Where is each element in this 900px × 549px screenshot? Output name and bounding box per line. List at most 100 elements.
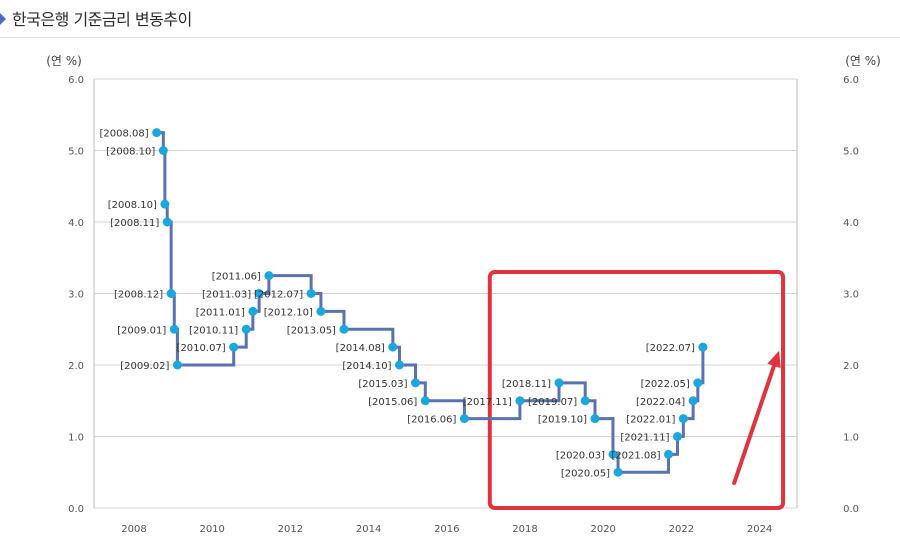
- data-point: [166, 289, 176, 298]
- data-point-label: [2015.03]: [358, 379, 407, 390]
- data-point-label: [2014.10]: [342, 361, 391, 372]
- data-point: [613, 467, 623, 477]
- data-point: [459, 414, 469, 424]
- data-points: [152, 128, 708, 477]
- y-tick-label-right: 5.0: [843, 147, 859, 158]
- data-point: [172, 360, 182, 370]
- data-point: [316, 306, 326, 316]
- data-point-label: [2010.07]: [177, 343, 226, 354]
- data-point-label: [2022.01]: [626, 415, 675, 426]
- y-tick-label-left: 0.0: [68, 504, 84, 515]
- data-point: [698, 342, 708, 352]
- grid-lines: [94, 78, 797, 509]
- data-labels: [2008.08] [2008.10] [2008.10] [2008.11] [200…: [100, 129, 695, 480]
- y-tick-label-left: 2.0: [68, 361, 84, 372]
- data-point: [515, 396, 525, 406]
- data-point-label: [2022.05]: [641, 379, 690, 390]
- y-tick-label-right: 2.0: [843, 361, 859, 372]
- y-tick-label-left: 4.0: [68, 218, 84, 229]
- axes: 0.0 0.0 1.0 1.0 2.0 2.0 3.0 3.0 4.0 4.0 5.0 5.0 6.0 6…: [46, 54, 881, 535]
- x-tick-label: 2020: [590, 524, 615, 535]
- data-point-label: [2008.10]: [108, 200, 157, 211]
- x-tick-label: 2014: [356, 524, 381, 535]
- data-point: [580, 396, 590, 406]
- data-point-label: [2019.07]: [528, 397, 577, 408]
- y-tick-label-right: 6.0: [843, 75, 859, 86]
- chart-title: 한국은행 기준금리 변동추이: [12, 10, 192, 29]
- data-point: [394, 360, 404, 370]
- data-point-label: [2009.01]: [117, 325, 166, 336]
- data-point-label: [2009.02]: [120, 361, 169, 372]
- data-point-label: [2020.05]: [561, 468, 610, 479]
- data-point-label: [2022.07]: [646, 343, 695, 354]
- x-tick-label: 2018: [512, 524, 537, 535]
- data-point-label: [2008.10]: [106, 147, 155, 158]
- data-point: [160, 199, 170, 209]
- trend-arrow-icon: [767, 350, 781, 369]
- y-unit-label-left: (연 %): [46, 54, 82, 68]
- x-tick-label: 2010: [199, 524, 224, 535]
- data-point: [608, 449, 618, 459]
- data-point: [420, 396, 430, 406]
- data-point: [169, 324, 179, 334]
- data-point: [693, 378, 703, 388]
- bullet-arrow-icon: [0, 13, 6, 25]
- data-point: [229, 342, 239, 352]
- chart-header: 한국은행 기준금리 변동추이: [0, 4, 900, 32]
- y-tick-label-left: 3.0: [68, 290, 84, 301]
- y-tick-label-right: 3.0: [843, 290, 859, 301]
- data-point-label: [2018.11]: [502, 379, 551, 390]
- highlight-layer: [487, 270, 786, 510]
- data-point-label: [2013.05]: [287, 325, 336, 336]
- data-point-label: [2021.08]: [611, 450, 660, 461]
- data-point-label: [2014.08]: [336, 343, 385, 354]
- data-point-label: [2008.12]: [114, 290, 163, 301]
- y-tick-label-left: 1.0: [68, 433, 84, 444]
- data-point-label: [2011.01]: [196, 307, 245, 318]
- data-point: [688, 396, 698, 406]
- trend-arrow-shaft: [732, 363, 777, 485]
- y-unit-label-right: (연 %): [845, 54, 881, 68]
- data-point-label: [2011.03]: [202, 290, 251, 301]
- data-point: [162, 217, 172, 227]
- data-point: [306, 289, 316, 298]
- data-point: [590, 414, 600, 424]
- data-point: [411, 378, 421, 388]
- data-point-label: [2017.11]: [463, 397, 512, 408]
- y-tick-label-right: 4.0: [843, 218, 859, 229]
- data-point: [152, 128, 162, 138]
- data-point: [663, 449, 673, 459]
- data-point-label: [2020.03]: [556, 450, 605, 461]
- data-point: [158, 146, 168, 155]
- title-divider: [0, 37, 900, 38]
- data-point: [264, 271, 274, 281]
- x-tick-label: 2012: [278, 524, 303, 535]
- y-tick-label-left: 6.0: [68, 75, 84, 86]
- data-point-label: [2012.10]: [264, 307, 313, 318]
- x-tick-label: 2022: [669, 524, 694, 535]
- data-point-label: [2022.04]: [636, 397, 685, 408]
- y-tick-label-left: 5.0: [68, 147, 84, 158]
- x-tick-label: 2008: [121, 524, 146, 535]
- data-point: [241, 324, 251, 334]
- data-point-label: [2008.11]: [110, 218, 159, 229]
- x-tick-label: 2016: [434, 524, 459, 535]
- y-tick-label-right: 1.0: [843, 433, 859, 444]
- data-point: [254, 289, 264, 298]
- data-point-label: [2008.08]: [100, 129, 149, 140]
- data-point-label: [2016.06]: [407, 415, 456, 426]
- y-tick-label-right: 0.0: [843, 504, 859, 515]
- data-point: [339, 324, 349, 334]
- data-point-label: [2019.10]: [538, 415, 587, 426]
- data-point: [554, 378, 564, 388]
- data-point: [672, 432, 682, 441]
- data-point: [678, 414, 688, 424]
- data-point-label: [2015.06]: [368, 397, 417, 408]
- data-point-label: [2010.11]: [189, 325, 238, 336]
- highlight-box: [487, 270, 786, 510]
- data-point-label: [2012.07]: [254, 290, 303, 301]
- data-point-label: [2021.11]: [620, 433, 669, 444]
- data-point: [248, 306, 258, 316]
- x-tick-label: 2024: [747, 524, 772, 535]
